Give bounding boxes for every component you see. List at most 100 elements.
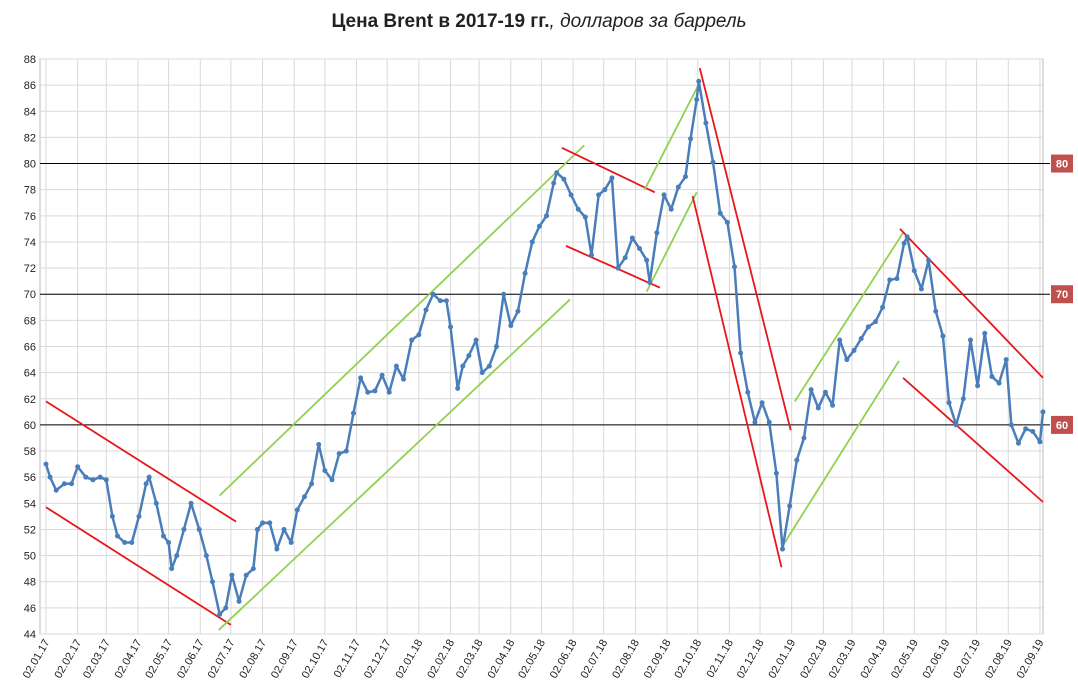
price-point <box>146 474 152 480</box>
price-point <box>647 279 653 285</box>
price-point <box>1015 440 1021 446</box>
price-point <box>288 540 294 546</box>
price-point <box>575 206 581 212</box>
y-tick-label: 70 <box>24 289 36 301</box>
x-tick-label: 02.01.17 <box>21 638 53 681</box>
price-point <box>561 176 567 182</box>
x-tick-label: 02.04.18 <box>486 638 518 681</box>
price-point <box>188 500 194 506</box>
price-point <box>267 520 273 526</box>
x-tick-label: 02.09.19 <box>1015 638 1047 681</box>
x-tick-label: 02.08.18 <box>610 638 642 681</box>
trend-line <box>780 360 900 549</box>
trend-line <box>45 506 232 626</box>
price-point <box>872 319 878 325</box>
price-point <box>274 546 280 552</box>
y-tick-label: 54 <box>24 498 36 510</box>
price-point <box>894 276 900 282</box>
price-point <box>551 180 557 186</box>
price-point <box>554 170 560 176</box>
title-suffix: , долларов за баррель <box>550 11 747 32</box>
y-tick-label: 86 <box>24 80 36 92</box>
price-point <box>423 307 429 313</box>
y-tick-label: 68 <box>24 315 36 327</box>
price-point <box>47 474 53 480</box>
x-tick-label: 02.07.17 <box>206 638 238 681</box>
title: Цена Brent в 2017-19 гг. <box>331 11 549 32</box>
price-point <box>960 396 966 402</box>
trend-line <box>698 67 792 431</box>
x-tick-label: 02.12.18 <box>735 638 767 681</box>
y-tick-label: 46 <box>24 603 36 615</box>
price-point <box>696 78 702 84</box>
price-point <box>808 387 814 393</box>
price-point <box>830 402 836 408</box>
price-point <box>515 308 521 314</box>
trend-line <box>561 147 656 194</box>
trend-line <box>219 144 585 497</box>
price-point <box>75 464 81 470</box>
price-point <box>801 435 807 441</box>
price-point <box>766 419 772 425</box>
price-point <box>717 210 723 216</box>
price-point <box>926 257 932 263</box>
price-point <box>455 385 461 391</box>
price-point <box>637 245 643 251</box>
trend-line <box>218 298 571 631</box>
y-tick-label: 78 <box>24 185 36 197</box>
x-tick-label: 02.12.17 <box>362 638 394 681</box>
price-point <box>837 337 843 343</box>
y-tick-label: 60 <box>24 420 36 432</box>
price-point <box>568 192 574 198</box>
price-point <box>904 234 910 240</box>
price-point <box>622 255 628 261</box>
price-point <box>865 324 871 330</box>
reference-label: 80 <box>1056 159 1068 171</box>
price-point <box>260 520 266 526</box>
price-point <box>43 461 49 467</box>
price-point <box>223 605 229 611</box>
price-point <box>794 457 800 463</box>
price-point <box>596 192 602 198</box>
x-tick-label: 02.06.17 <box>175 638 207 681</box>
price-point <box>682 174 688 180</box>
price-point <box>309 481 315 487</box>
x-tick-label: 02.07.19 <box>951 638 983 681</box>
price-point <box>479 370 485 376</box>
price-point <box>815 405 821 411</box>
price-point <box>880 304 886 310</box>
price-point <box>473 337 479 343</box>
price-point <box>236 598 242 604</box>
price-point <box>486 363 492 369</box>
x-tick-label: 02.07.18 <box>579 638 611 681</box>
price-point <box>940 333 946 339</box>
reference-badge <box>1051 415 1073 434</box>
price-point <box>416 332 422 338</box>
x-tick-label: 02.03.18 <box>454 638 486 681</box>
price-point <box>544 213 550 219</box>
reference-label: 70 <box>1056 289 1068 301</box>
y-tick-label: 56 <box>24 472 36 484</box>
price-point <box>250 566 256 572</box>
price-point <box>694 97 700 103</box>
price-point <box>196 526 202 532</box>
price-point <box>437 298 443 304</box>
price-point <box>508 323 514 329</box>
y-tick-label: 66 <box>24 342 36 354</box>
price-point <box>103 477 109 483</box>
x-tick-label: 02.01.19 <box>766 638 798 681</box>
price-point <box>281 526 287 532</box>
x-tick-label: 02.02.17 <box>52 638 84 681</box>
x-tick-label: 02.01.18 <box>394 638 426 681</box>
price-point <box>710 159 716 165</box>
price-point <box>858 336 864 342</box>
price-point <box>582 214 588 220</box>
price-point <box>675 184 681 190</box>
price-point <box>401 376 407 382</box>
price-point <box>996 380 1002 386</box>
chart-title: Цена Brent в 2017-19 гг., долларов за ба… <box>331 11 746 32</box>
price-point <box>409 337 415 343</box>
price-point <box>901 240 907 246</box>
trend-line <box>691 196 783 568</box>
